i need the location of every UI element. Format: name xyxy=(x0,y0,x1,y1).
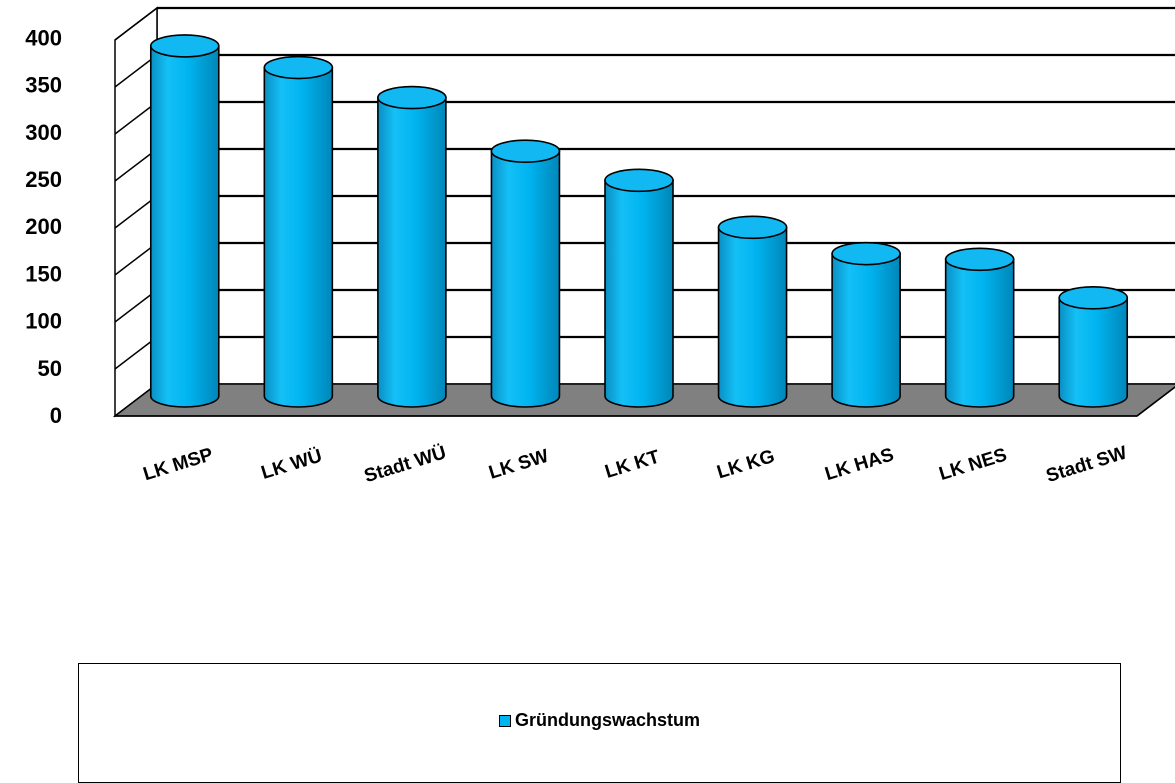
y-tick-label: 400 xyxy=(25,25,62,50)
y-tick-label: 350 xyxy=(25,73,62,98)
y-tick-label: 0 xyxy=(50,403,62,428)
x-tick-label: LK HAS xyxy=(823,444,897,485)
y-tick-label: 150 xyxy=(25,261,62,286)
bar xyxy=(717,215,788,408)
bar xyxy=(831,241,901,408)
gridline-diagonal xyxy=(114,7,158,41)
bar-top xyxy=(717,215,788,240)
bar xyxy=(149,34,220,408)
bar-top xyxy=(377,85,447,110)
bar-top xyxy=(1058,286,1129,310)
x-tick-label: LK MSP xyxy=(141,444,216,485)
bar-top xyxy=(490,139,561,163)
bar xyxy=(604,168,674,408)
bar-series xyxy=(149,34,1129,408)
x-tick-label: LK WÜ xyxy=(259,446,325,484)
y-tick-label: 250 xyxy=(25,167,62,192)
y-tick-label: 50 xyxy=(38,356,62,381)
bar-body xyxy=(944,258,1015,408)
y-tick-label: 300 xyxy=(25,120,62,145)
x-tick-label: LK KT xyxy=(603,446,663,483)
x-tick-label: Stadt WÜ xyxy=(362,442,449,487)
bar-top xyxy=(263,55,334,80)
bar-body xyxy=(831,252,901,408)
x-tick-label: LK NES xyxy=(937,445,1010,485)
legend-swatch xyxy=(498,714,511,727)
y-tick-label: 200 xyxy=(25,214,62,239)
bar xyxy=(944,247,1015,408)
bar-top xyxy=(831,241,901,266)
bar-top xyxy=(149,34,220,58)
y-axis: 0 50 100 150 200 250 300 350 400 xyxy=(25,25,62,428)
legend-entry: Gründungswachstum xyxy=(79,710,1120,731)
bar-body xyxy=(263,66,334,408)
bar-body xyxy=(149,45,220,408)
bar-body xyxy=(717,226,788,408)
bar xyxy=(263,55,334,408)
legend: Gründungswachstum xyxy=(78,663,1121,783)
x-tick-label: Stadt SW xyxy=(1044,442,1130,486)
x-axis-depth-line xyxy=(1136,386,1175,417)
bar-body xyxy=(490,150,561,408)
bar-body xyxy=(377,96,447,408)
bar xyxy=(377,85,447,408)
bar-top xyxy=(604,168,674,193)
bar-body xyxy=(604,179,674,408)
x-tick-label: LK SW xyxy=(486,446,551,484)
bar-body xyxy=(1058,297,1129,408)
bar xyxy=(490,139,561,408)
x-axis: LK MSP LK WÜ Stadt WÜ LK SW LK KT LK KG LK HAS… xyxy=(141,442,1130,487)
bar xyxy=(1058,286,1129,408)
legend-label: Gründungswachstum xyxy=(514,710,700,730)
x-tick-label: LK KG xyxy=(715,446,778,483)
y-tick-label: 100 xyxy=(25,309,62,334)
bar-top xyxy=(944,247,1015,272)
